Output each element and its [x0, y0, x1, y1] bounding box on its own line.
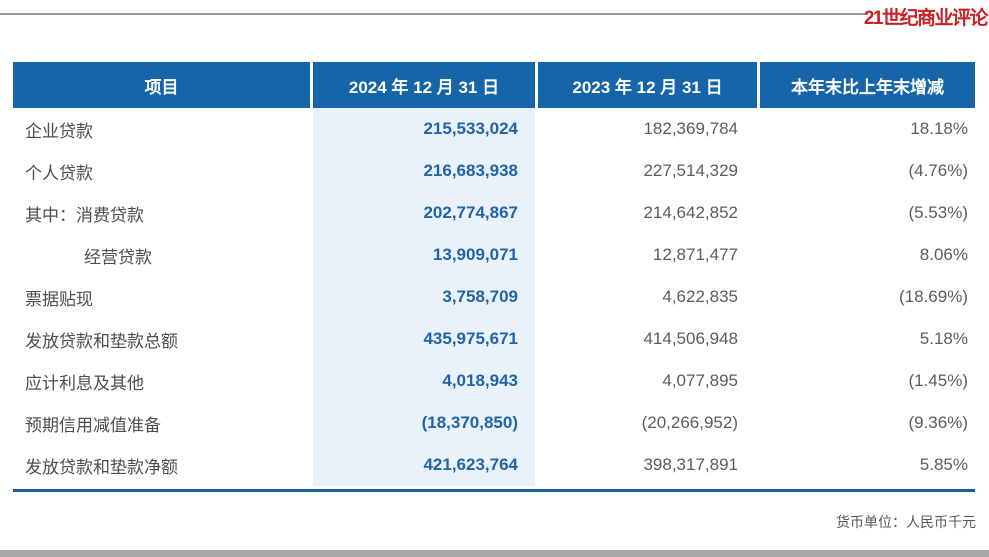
row-label: 企业贷款	[25, 121, 93, 141]
row-label: 发放贷款和垫款净额	[25, 457, 178, 477]
header-item-column: 项目	[13, 62, 310, 108]
row-label: 票据贴现	[25, 289, 93, 309]
table-row: 个人贷款 216,683,938 227,514,329 (4.76%)	[13, 150, 975, 192]
row-value-change: 8.06%	[919, 245, 968, 264]
row-label: 其中：消费贷款	[25, 205, 144, 225]
row-label: 预期信用减值准备	[25, 415, 161, 435]
publication-logo: 21世纪商业评论	[863, 8, 989, 29]
row-value-change: (5.53%)	[908, 203, 968, 222]
row-label: 经营贷款	[84, 247, 152, 267]
row-value-2023: 4,622,835	[662, 287, 738, 306]
row-value-2024: 421,623,764	[313, 444, 535, 486]
table-row: 发放贷款和垫款总额 435,975,671 414,506,948 5.18%	[13, 318, 975, 360]
bottom-bar	[0, 550, 989, 557]
table-row: 票据贴现 3,758,709 4,622,835 (18.69%)	[13, 276, 975, 318]
row-value-2024: (18,370,850)	[313, 402, 535, 444]
row-label: 应计利息及其他	[25, 373, 144, 393]
row-value-2023: 214,642,852	[643, 203, 738, 222]
row-value-2024: 4,018,943	[313, 360, 535, 402]
row-value-2023: 414,506,948	[643, 329, 738, 348]
table-row: 经营贷款 13,909,071 12,871,477 8.06%	[13, 234, 975, 276]
row-value-2024: 202,774,867	[313, 192, 535, 234]
row-value-2023: 4,077,895	[662, 371, 738, 390]
row-value-change: (18.69%)	[899, 287, 968, 306]
row-value-2024: 215,533,024	[313, 108, 535, 150]
row-value-2023: 227,514,329	[643, 161, 738, 180]
table-row: 预期信用减值准备 (18,370,850) (20,266,952) (9.36…	[13, 402, 975, 444]
row-value-2024: 13,909,071	[313, 234, 535, 276]
table-header-row: 项目 2024 年 12 月 31 日 2023 年 12 月 31 日 本年末…	[13, 62, 975, 108]
header-2023-column: 2023 年 12 月 31 日	[538, 62, 757, 108]
row-value-2023: (20,266,952)	[641, 413, 738, 432]
row-value-2023: 12,871,477	[652, 245, 738, 264]
row-value-2024: 216,683,938	[313, 150, 535, 192]
table-row: 应计利息及其他 4,018,943 4,077,895 (1.45%)	[13, 360, 975, 402]
row-value-change: (9.36%)	[908, 413, 968, 432]
table-body: 企业贷款 215,533,024 182,369,784 18.18% 个人贷款…	[13, 108, 975, 486]
table-row: 其中：消费贷款 202,774,867 214,642,852 (5.53%)	[13, 192, 975, 234]
row-value-2024: 435,975,671	[313, 318, 535, 360]
row-label: 个人贷款	[25, 163, 93, 183]
row-value-2024: 3,758,709	[313, 276, 535, 318]
row-value-change: (4.76%)	[908, 161, 968, 180]
header-change-column: 本年末比上年末增减	[760, 62, 975, 108]
loans-table: 项目 2024 年 12 月 31 日 2023 年 12 月 31 日 本年末…	[13, 62, 975, 486]
row-value-change: 5.85%	[919, 455, 968, 474]
row-value-change: (1.45%)	[908, 371, 968, 390]
table-row: 发放贷款和垫款净额 421,623,764 398,317,891 5.85%	[13, 444, 975, 486]
top-rule	[0, 13, 868, 15]
row-label: 发放贷款和垫款总额	[25, 331, 178, 351]
row-value-change: 5.18%	[919, 329, 968, 348]
table-row: 企业贷款 215,533,024 182,369,784 18.18%	[13, 108, 975, 150]
currency-unit-note: 货币单位：人民币千元	[836, 514, 976, 530]
header-2024-column: 2024 年 12 月 31 日	[313, 62, 535, 108]
row-value-2023: 182,369,784	[643, 119, 738, 138]
row-value-2023: 398,317,891	[643, 455, 738, 474]
row-value-change: 18.18%	[910, 119, 968, 138]
table-bottom-rule	[13, 489, 975, 492]
